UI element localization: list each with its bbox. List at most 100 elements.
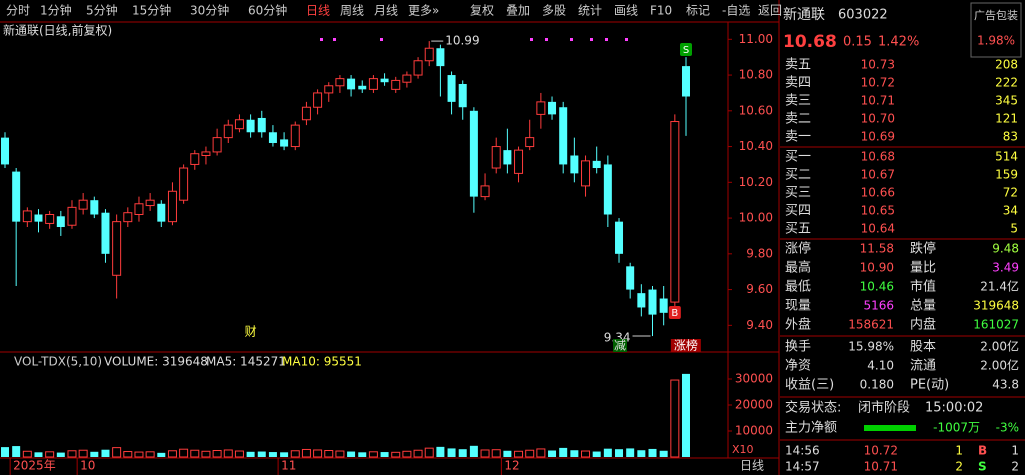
ma10-value: MA10: 95551 [282, 355, 362, 369]
stat-value: 0.180 [860, 378, 894, 392]
book-volume: 34 [1003, 204, 1018, 218]
candle-body [45, 213, 55, 224]
volume-bar [34, 452, 43, 457]
volume-bar [670, 379, 680, 458]
toolbar-tab[interactable]: 5分钟 [86, 3, 118, 18]
status-label: 交易状态: [785, 400, 841, 416]
stock-code: 603022 [838, 8, 888, 23]
toolbar-tab[interactable]: 更多» [408, 4, 439, 18]
sell-signal-bg [680, 43, 692, 56]
buy-signal-bg [668, 306, 681, 319]
stat-label: 总量 [910, 299, 936, 314]
stat-value: 10.46 [860, 280, 894, 294]
candle-body [34, 214, 43, 222]
sell-signal: S [683, 45, 689, 56]
book-price: 10.64 [861, 222, 895, 236]
ad-value: 1.98% [977, 34, 1015, 48]
toolbar-tab[interactable]: 月线 [374, 4, 398, 18]
stat-label: 最低 [785, 280, 811, 295]
toolbar-tab[interactable]: 1分钟 [40, 3, 72, 18]
volume-bar [391, 451, 401, 458]
book-price: 10.71 [861, 94, 895, 108]
toolbar-tab[interactable]: 分时 [6, 4, 30, 18]
book-price: 10.69 [861, 130, 895, 144]
ad-label: 广告包装 [974, 9, 1018, 22]
toolbar-button[interactable]: 叠加 [506, 4, 530, 18]
candle-body [670, 121, 680, 303]
candle-body [112, 221, 122, 276]
volume-bar [145, 451, 155, 458]
toolbar-button[interactable]: F10 [650, 4, 672, 18]
volume-bar [123, 451, 133, 458]
candle-body [548, 101, 557, 115]
toolbar-tab[interactable]: 周线 [340, 4, 364, 18]
volume-bar [615, 449, 624, 457]
candle-body [447, 75, 456, 102]
buy-signal: B [671, 308, 678, 319]
book-volume: 72 [1003, 186, 1018, 200]
candle-body [368, 78, 378, 90]
toolbar-button[interactable]: 复权 [470, 4, 494, 18]
volume-bar [447, 448, 456, 457]
toolbar-button[interactable]: 画线 [614, 4, 638, 18]
volume-bar [469, 445, 478, 457]
volume-bar [592, 451, 601, 457]
toolbar-tab[interactable]: 30分钟 [190, 3, 229, 18]
volume-bar [480, 449, 490, 458]
stat-label: PE(动) [910, 378, 949, 393]
stock-name: 新通联 [783, 7, 825, 23]
volume-bar [1, 447, 9, 457]
candle-body [514, 149, 524, 174]
x-tick-label: 2025年 [13, 459, 56, 473]
toolbar-button[interactable]: 标记 [686, 4, 710, 18]
candle-body [301, 106, 311, 121]
toolbar-button[interactable]: 返回 [758, 4, 782, 18]
trade-time: 14:56 [785, 444, 820, 458]
flow-bar [864, 425, 916, 431]
candle-body [324, 85, 334, 94]
stat-label: 外盘 [785, 317, 811, 333]
event-marker-bg [613, 339, 628, 352]
toolbar-button[interactable]: -自选 [722, 4, 750, 18]
candle-body [491, 146, 501, 169]
candle-body [603, 164, 612, 215]
stat-value: 161027 [973, 318, 1019, 332]
book-label: 买四 [785, 204, 811, 219]
book-volume: 121 [995, 112, 1018, 126]
candle-body [682, 66, 690, 97]
toolbar-button[interactable]: 多股 [542, 4, 566, 18]
volume-bar [223, 449, 233, 458]
candle-body [246, 119, 255, 133]
ma5-value: MA5: 145271 [206, 355, 286, 369]
book-label: 买一 [785, 150, 811, 165]
trade-volume: 1 [955, 444, 963, 458]
candle-body [190, 153, 200, 165]
volume-bar [514, 450, 524, 458]
toolbar-tab[interactable]: 15分钟 [132, 3, 171, 18]
stat-value: 10.90 [860, 261, 894, 275]
y-tick-label: 10.20 [739, 175, 773, 189]
stat-label: 最高 [785, 260, 811, 276]
toolbar-tab[interactable]: 日线 [306, 4, 330, 18]
event-marker: 财 [245, 325, 257, 339]
candle-body [22, 210, 32, 223]
stat-value: 43.8 [992, 378, 1019, 392]
trade-price: 10.71 [864, 460, 898, 474]
candle-body [648, 289, 657, 315]
volume-bar [56, 452, 65, 457]
book-label: 卖二 [785, 112, 811, 127]
candle-body [436, 48, 445, 67]
stat-label: 净资 [785, 359, 811, 374]
candle-body [268, 132, 277, 143]
book-label: 买五 [785, 222, 811, 237]
book-label: 卖四 [785, 76, 811, 91]
flow-pct: -3% [996, 421, 1019, 435]
y-tick-label: 20000 [735, 398, 773, 412]
stat-label: 换手 [785, 340, 811, 355]
toolbar-tab[interactable]: 60分钟 [248, 3, 287, 18]
book-price: 10.70 [861, 112, 895, 126]
book-label: 买二 [785, 168, 811, 183]
volume-bar [536, 448, 546, 458]
volume-bar [525, 449, 535, 458]
toolbar-button[interactable]: 统计 [578, 4, 602, 18]
